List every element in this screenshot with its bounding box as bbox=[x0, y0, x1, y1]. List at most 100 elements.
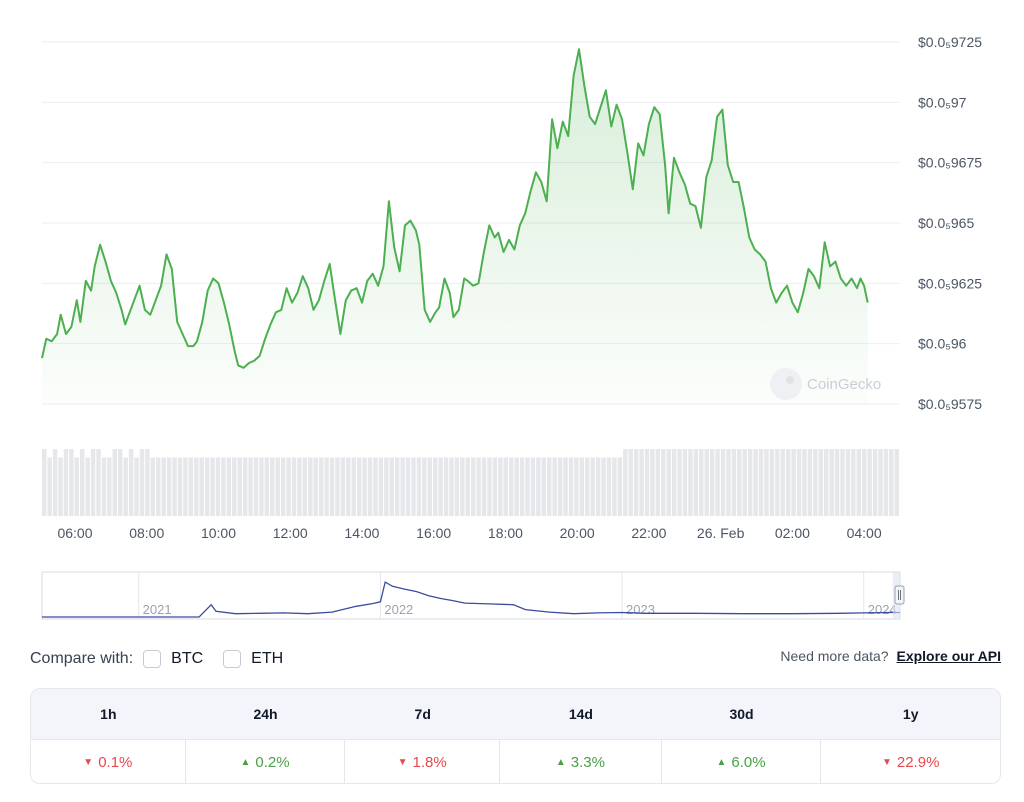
header-14d: 14d bbox=[568, 706, 593, 722]
coingecko-logo-eye-icon bbox=[786, 376, 794, 384]
price-change-table: 1h 24h 7d 14d 30d 1y ▼ 0.1% ▲ 0.2% ▼ 1.8% ▲… bbox=[30, 688, 1001, 784]
x-tick-label: 26. Feb bbox=[697, 525, 745, 541]
volume-bar bbox=[498, 457, 503, 516]
change-14d: ▲ 3.3% bbox=[500, 740, 662, 783]
volume-bar bbox=[308, 457, 313, 516]
volume-bar bbox=[215, 457, 221, 516]
volume-bar bbox=[612, 457, 617, 516]
navigator-handle-icon[interactable] bbox=[894, 585, 905, 605]
volume-bar bbox=[270, 457, 275, 516]
volume-bar bbox=[845, 449, 851, 516]
header-30d: 30d bbox=[729, 706, 754, 722]
x-tick-label: 04:00 bbox=[847, 525, 882, 541]
volume-bar bbox=[487, 457, 492, 516]
header-7d: 7d bbox=[414, 706, 431, 722]
volume-bar bbox=[688, 449, 693, 516]
volume-bar bbox=[286, 457, 291, 516]
change-7d: ▼ 1.8% bbox=[345, 740, 501, 783]
volume-bar bbox=[557, 457, 563, 516]
y-axis: $0.0₅9725 $0.0₅97 $0.0₅9675 $0.0₅965 $0.0₅96… bbox=[918, 34, 982, 412]
change-value: 0.1% bbox=[98, 754, 133, 771]
volume-bar bbox=[85, 457, 90, 516]
volume-bar bbox=[346, 457, 351, 516]
api-text: Need more data? bbox=[780, 648, 889, 664]
volume-bar bbox=[682, 449, 688, 516]
caret-up-icon: ▲ bbox=[716, 757, 727, 768]
explore-api-link[interactable]: Explore our API bbox=[896, 648, 1001, 664]
volume-bar bbox=[492, 457, 498, 516]
price-change-values: ▼ 0.1% ▲ 0.2% ▼ 1.8% ▲ 3.3% ▲ 6.0% ▼ 22.9% bbox=[31, 739, 1000, 783]
volume-bar bbox=[351, 457, 356, 516]
volume-bar bbox=[704, 449, 709, 516]
volume-bar bbox=[188, 457, 194, 516]
volume-bar bbox=[58, 457, 63, 516]
volume-bar bbox=[248, 457, 253, 516]
volume-bar bbox=[699, 449, 704, 516]
compare-btc-option[interactable]: BTC bbox=[143, 650, 203, 668]
volume-bar bbox=[742, 449, 747, 516]
btc-checkbox[interactable] bbox=[143, 650, 162, 668]
x-tick-label: 06:00 bbox=[57, 525, 92, 541]
x-tick-label: 08:00 bbox=[129, 525, 164, 541]
header-24h: 24h bbox=[253, 706, 278, 722]
compare-eth-option[interactable]: ETH bbox=[223, 650, 283, 668]
change-24h: ▲ 0.2% bbox=[186, 740, 346, 783]
price-line bbox=[41, 48, 869, 369]
volume-bar bbox=[156, 457, 161, 516]
volume-bar bbox=[519, 457, 525, 516]
volume-bar bbox=[574, 457, 579, 516]
volume-bar bbox=[595, 457, 601, 516]
volume-bar bbox=[606, 457, 612, 516]
volume-bar bbox=[769, 449, 775, 516]
volume-bar bbox=[552, 457, 557, 516]
change-value: 1.8% bbox=[412, 754, 447, 771]
change-1y: ▼ 22.9% bbox=[821, 740, 1000, 783]
volume-bar bbox=[405, 457, 411, 516]
volume-bar bbox=[791, 449, 796, 516]
x-tick-label: 18:00 bbox=[488, 525, 523, 541]
volume-bar bbox=[764, 449, 769, 516]
volume-bar bbox=[96, 449, 101, 516]
volume-bar bbox=[894, 449, 899, 516]
volume-bar bbox=[541, 457, 547, 516]
volume-bar bbox=[318, 457, 324, 516]
volume-bar bbox=[47, 457, 52, 516]
volume-bar bbox=[329, 457, 335, 516]
volume-bar bbox=[878, 449, 883, 516]
volume-bar bbox=[601, 457, 606, 516]
volume-bar bbox=[313, 457, 318, 516]
price-chart-svg: $0.0₅9725 $0.0₅97 $0.0₅9675 $0.0₅965 $0.0₅96… bbox=[41, 34, 982, 620]
watermark-text: CoinGecko bbox=[807, 376, 881, 393]
change-30d: ▲ 6.0% bbox=[662, 740, 822, 783]
change-value: 22.9% bbox=[896, 754, 940, 771]
volume-bar bbox=[775, 449, 780, 516]
navigator[interactable]: 2021 2022 2023 2024 bbox=[41, 571, 905, 620]
price-area bbox=[41, 48, 869, 404]
volume-bar bbox=[253, 457, 259, 516]
volume-bar bbox=[384, 457, 389, 516]
volume-bar bbox=[237, 457, 242, 516]
volume-bar bbox=[340, 457, 346, 516]
y-tick-label: $0.0₅9675 bbox=[918, 155, 982, 171]
volume-bar bbox=[454, 457, 460, 516]
price-chart[interactable]: $0.0₅9725 $0.0₅97 $0.0₅9675 $0.0₅965 $0.0₅96… bbox=[0, 0, 1024, 630]
caret-down-icon: ▼ bbox=[83, 757, 94, 768]
volume-bar bbox=[432, 457, 438, 516]
volume-bar bbox=[585, 457, 590, 516]
volume-bar bbox=[503, 457, 509, 516]
volume-bar bbox=[579, 457, 585, 516]
volume-bar bbox=[460, 457, 465, 516]
volume-bar bbox=[438, 457, 443, 516]
x-tick-label: 12:00 bbox=[273, 525, 308, 541]
volume-bar bbox=[378, 457, 384, 516]
volume-bar bbox=[101, 457, 107, 516]
volume-bar bbox=[867, 449, 872, 516]
x-tick-label: 14:00 bbox=[344, 525, 379, 541]
volume-bar bbox=[411, 457, 416, 516]
volume-bar bbox=[840, 449, 845, 516]
volume-bar bbox=[128, 449, 134, 516]
eth-checkbox[interactable] bbox=[223, 650, 242, 668]
navigator-frame bbox=[41, 571, 901, 620]
coingecko-watermark: CoinGecko bbox=[770, 368, 881, 400]
volume-bar bbox=[183, 457, 188, 516]
